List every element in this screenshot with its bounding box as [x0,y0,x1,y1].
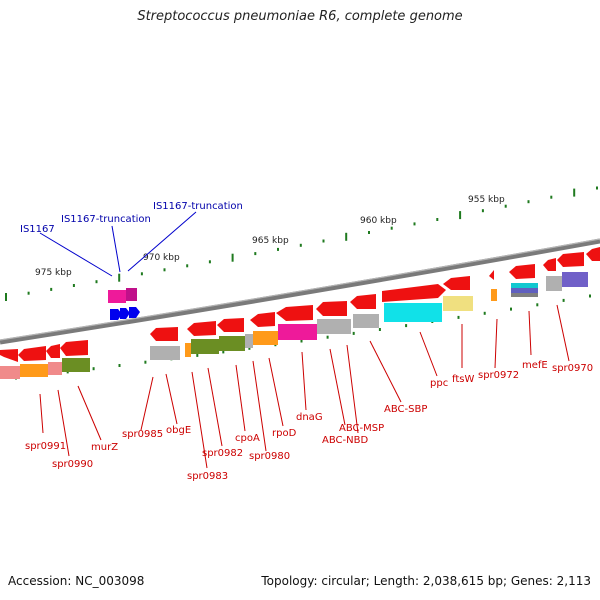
gene-label-cpoa: cpoA [235,433,260,444]
gene-label-spr0983: spr0983 [187,471,228,482]
tick-mark [413,222,416,226]
gene-label-dnag: dnaG [296,412,323,423]
gene-label-murz: murZ [91,442,118,453]
tick-mark [322,239,325,243]
inner-tick-mark [196,353,199,357]
tick-mark [504,204,507,208]
cog-blocks [0,272,588,379]
inner-tick-mark [118,364,121,367]
tick-mark [254,252,257,256]
tick-label-955: 955 kbp [468,195,505,205]
tick-mark [436,218,439,221]
tick-mark [186,264,189,268]
inner-tick-mark [326,335,329,339]
tick-mark [208,260,211,264]
inner-tick-mark [144,360,147,364]
inner-tick-mark [92,367,95,371]
tick-mark [481,209,484,213]
tick-mark [140,272,143,276]
tick-label-975: 975 kbp [35,268,72,278]
inner-tick-mark [378,328,381,331]
gene-label-spr0982: spr0982 [202,448,243,459]
tick-mark [5,293,7,301]
inner-tick-mark [562,298,565,302]
tick-label-960: 960 kbp [360,216,397,226]
gene-label-spr0991: spr0991 [25,441,66,452]
tick-mark [27,291,30,295]
tick-mark [345,232,348,241]
gene-label-abc-sbp: ABC-SBP [384,404,427,415]
tick-mark [390,226,393,230]
gene-leader-lines [39,304,570,469]
genome-backbone-highlight [0,238,600,341]
accession-label: Accession: NC_003098 [8,574,145,588]
gene-label-spr0990: spr0990 [52,459,93,470]
gene-label-obge: obgE [166,425,191,436]
inner-tick-mark [222,350,225,354]
tick-mark [72,284,75,287]
repeat-label-truncation-2: IS1167-truncation [153,201,243,212]
tick-mark [368,231,370,234]
genome-summary: Topology: circular; Length: 2,038,615 bp… [261,574,591,588]
tick-mark [527,200,530,204]
tick-label-965: 965 kbp [252,236,289,246]
gene-label-rpod: rpoD [272,428,297,439]
inner-tick-mark [536,303,539,307]
repeat-labels: IS1167 IS1167-truncation IS1167-truncati… [20,201,243,277]
repeat-label-is1167: IS1167 [20,224,55,235]
gene-label-spr0985: spr0985 [122,429,163,440]
inner-tick-mark [248,346,251,350]
inner-tick-mark [589,294,591,298]
tick-scale [5,186,598,301]
map-title: Streptococcus pneumoniae R6, complete ge… [137,9,463,24]
gene-label-ftsw: ftsW [452,374,474,385]
inner-tick-mark [457,315,460,319]
tick-mark [299,243,302,247]
inner-tick-mark [510,307,512,311]
gene-label-spr0980: spr0980 [249,451,290,462]
gene-label-mefe: mefE [522,360,548,371]
inner-tick-mark [352,331,355,335]
gene-label-spr0972: spr0972 [478,370,519,381]
gene-label-spr0970: spr0970 [552,363,593,374]
inner-tick-mark [300,339,303,343]
tick-mark [163,268,166,272]
gene-labels: spr0991 spr0990 murZ spr0985 obgE spr098… [25,360,593,482]
gene-label-abc-nbd: ABC-NBD [322,435,368,446]
tick-mark [459,211,462,220]
tick-mark [550,195,553,199]
gene-arrows [0,247,600,362]
repeat-features [108,288,140,320]
gene-label-abc-msp: ABC-MSP [339,423,384,434]
tick-mark [50,287,53,291]
repeat-label-truncation-1: IS1167-truncation [61,214,151,225]
tick-label-970: 970 kbp [143,253,180,263]
tick-mark [231,253,234,262]
inner-tick-mark [483,311,486,315]
tick-mark [277,247,279,251]
inner-tick-mark [405,324,408,328]
tick-mark [596,186,598,190]
gene-label-ppc: ppc [430,378,448,389]
tick-mark [118,273,121,282]
tick-mark [95,280,98,284]
genome-backbone [0,238,600,345]
tick-mark [573,188,576,197]
